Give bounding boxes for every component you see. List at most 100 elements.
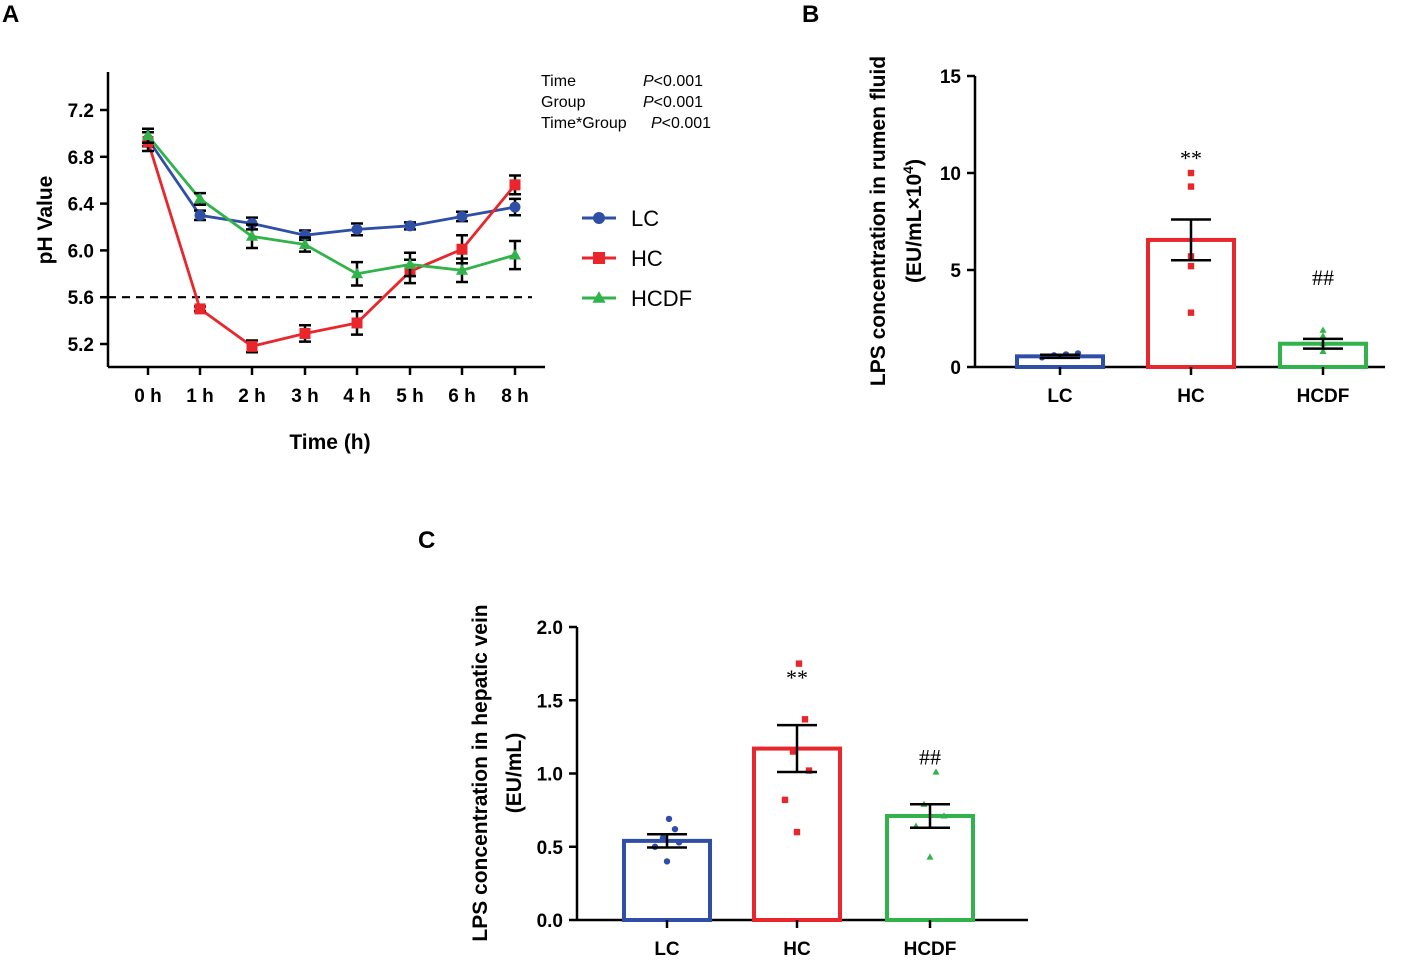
legend-label: LC (631, 206, 659, 231)
data-point (194, 303, 206, 315)
sample-point (932, 768, 940, 775)
x-tick-label: HCDF (1297, 386, 1350, 407)
significance-stars: ** (1180, 146, 1202, 171)
panel-c-bar-chart: 0.0 0.5 1.0 1.5 2.0 LC ** HC ## HCDF LPS concentra… (469, 604, 1028, 960)
series-line (146, 134, 516, 276)
data-point (455, 263, 469, 275)
data-point (194, 209, 206, 221)
series-hc (142, 130, 521, 354)
data-point (508, 248, 522, 260)
significance-hash: ## (1312, 265, 1334, 290)
panel-a-line-chart: 5.2 5.6 6.0 6.4 6.8 7.2 0 h 1 h 2 h 3 h 4 h 5 h 6 h 8… (34, 72, 711, 454)
stat-p-value: P<0.001 (643, 73, 703, 90)
sample-point (671, 825, 679, 833)
error-bar (777, 723, 817, 774)
data-point (351, 223, 363, 235)
sample-point (793, 828, 801, 836)
sample-point (781, 796, 789, 804)
y-tick-label: 5.6 (68, 288, 94, 309)
panel-label-b: B (802, 1, 819, 28)
x-tick-label: 5 h (396, 386, 423, 407)
error-bar (910, 803, 950, 829)
panel-label-a: A (2, 1, 19, 28)
bar-group-hc: ** (1146, 146, 1236, 369)
data-point (404, 220, 416, 232)
y-tick-label: 0.5 (537, 838, 564, 859)
x-tick-label: 1 h (186, 386, 213, 407)
x-tick-label: HC (1177, 386, 1205, 407)
y-tick-label: 7.2 (68, 101, 94, 122)
series-line (146, 141, 517, 348)
sample-point (1319, 332, 1327, 339)
sample-point (805, 767, 813, 774)
legend-marker (593, 252, 605, 264)
sample-point (801, 716, 809, 723)
significance-hash: ## (919, 744, 941, 769)
panel-b-bar-chart: 0 5 10 15 LC ** HC ## HCDF LPS concentration in r… (867, 56, 1385, 407)
y-tick-label: 5.2 (68, 335, 94, 356)
data-point (403, 258, 417, 269)
sample-point (1187, 262, 1195, 270)
bar-group-lc (1015, 350, 1105, 369)
y-tick-label: 2.0 (537, 618, 563, 639)
stat-label: Group (541, 94, 586, 111)
data-point (193, 192, 207, 204)
sample-point (1187, 169, 1195, 177)
x-tick-label: 8 h (501, 386, 528, 407)
x-tick-label: HC (783, 939, 811, 960)
data-point (298, 238, 312, 249)
sample-point (940, 812, 948, 819)
y-tick-label: 15 (940, 67, 962, 88)
significance-stars: ** (786, 665, 808, 690)
error-bar (1040, 353, 1080, 360)
error-bar (1303, 337, 1343, 350)
bar-group-hc: ** (752, 660, 842, 922)
legend-label: HCDF (631, 286, 692, 311)
y-tick-label: 0.0 (537, 911, 563, 932)
data-point (246, 340, 258, 352)
bar (885, 813, 975, 922)
sample-point (1319, 347, 1327, 355)
data-point (245, 230, 259, 241)
sample-point (675, 839, 683, 846)
series-lc (142, 130, 521, 242)
legend-item-hc: HC (582, 246, 663, 271)
sample-point (1319, 326, 1327, 333)
sample-point (659, 834, 667, 842)
legend-item-hcdf: HCDF (582, 286, 692, 311)
y-axis-title-line1: LPS concentration in rumen fluid (867, 56, 890, 386)
x-tick-label: 4 h (343, 386, 370, 407)
y-tick-label: 1.0 (537, 765, 563, 786)
sample-point (926, 853, 934, 860)
bar-group-lc (622, 815, 712, 923)
data-point (141, 129, 155, 141)
legend-marker (592, 291, 606, 303)
x-tick-label: 6 h (448, 386, 475, 407)
y-tick-label: 6.8 (68, 148, 94, 169)
stat-label: Time*Group (541, 115, 627, 132)
error-bar (647, 833, 687, 849)
y-axis-title-line1: LPS concentration in hepatic vein (469, 604, 492, 941)
y-tick-label: 10 (940, 164, 961, 185)
y-tick-label: 1.5 (537, 691, 564, 712)
stat-p-value: P<0.001 (643, 94, 703, 111)
legend-item-lc: LC (582, 206, 659, 231)
x-tick-label: LC (1047, 386, 1073, 407)
y-tick-label: 6.4 (68, 195, 95, 216)
data-point (456, 243, 468, 255)
y-tick-label: 5 (950, 261, 961, 282)
bar-group-hcdf: ## (1278, 265, 1368, 370)
y-tick-label: 6.0 (68, 241, 94, 262)
x-tick-label: 2 h (238, 386, 265, 407)
x-tick-label: 3 h (291, 386, 318, 407)
legend-marker (593, 212, 605, 224)
bar (622, 838, 712, 923)
series-line (146, 138, 516, 237)
x-tick-label: LC (654, 939, 680, 960)
sample-point (1187, 309, 1195, 316)
error-bar (1171, 218, 1211, 262)
data-point (350, 267, 364, 279)
panel-label-c: C (418, 527, 435, 554)
y-tick-label: 0 (950, 358, 961, 379)
